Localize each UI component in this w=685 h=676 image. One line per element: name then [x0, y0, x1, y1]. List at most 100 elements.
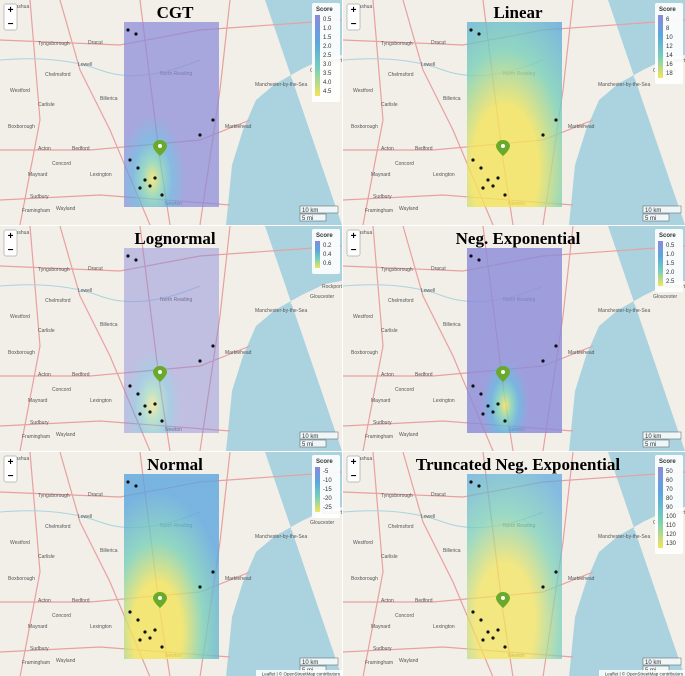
heatmap — [124, 474, 219, 659]
place-label: Tyngsborough — [381, 41, 413, 47]
site-point — [134, 32, 138, 36]
place-label: Westford — [353, 314, 373, 320]
place-label: Sudbury — [373, 420, 392, 426]
legend-label: 3.0 — [323, 62, 332, 68]
zoom-in[interactable]: + — [351, 5, 357, 16]
map-panel: Nashua Tyngsborough Dracut Lowell Chelmsford… — [343, 0, 685, 225]
site-point — [153, 628, 157, 632]
place-label: Dracut — [88, 266, 103, 272]
site-point — [503, 419, 507, 423]
site-point — [496, 402, 500, 406]
map-panel: Nashua Tyngsborough Dracut Lowell Chelmsford… — [0, 452, 342, 676]
map-panel: Nashua Tyngsborough Dracut Lowell Chelmsford… — [343, 452, 685, 676]
site-point — [211, 570, 215, 574]
scale-km-label: 10 km — [645, 660, 661, 666]
zoom-in[interactable]: + — [8, 457, 14, 468]
zoom-out[interactable]: − — [8, 245, 14, 256]
site-point — [136, 618, 140, 622]
legend-label: 2.5 — [323, 53, 332, 59]
legend-title: Score — [659, 459, 676, 465]
site-point — [541, 585, 545, 589]
place-label: Billerica — [443, 96, 461, 102]
home-icon — [501, 370, 505, 374]
road — [19, 0, 41, 225]
zoom-in[interactable]: + — [8, 231, 14, 242]
zoom-out[interactable]: − — [351, 19, 357, 30]
place-label: Chelmsford — [388, 298, 414, 304]
place-label: Carlisle — [38, 554, 55, 560]
home-icon — [158, 144, 162, 148]
legend-label: 4.5 — [323, 89, 332, 95]
place-label: Sudbury — [30, 646, 49, 652]
place-label: Nashua — [12, 456, 29, 462]
home-icon — [158, 596, 162, 600]
place-label: Framingham — [22, 434, 50, 440]
place-label: Westford — [353, 540, 373, 546]
scale-mi-label: 5 mi — [645, 216, 656, 222]
place-label: Wayland — [56, 658, 75, 664]
place-label: Carlisle — [381, 328, 398, 334]
scale-km-label: 10 km — [302, 208, 318, 214]
attribution[interactable]: Leaflet | © OpenStreetMap contributors — [605, 671, 684, 676]
place-label: Concord — [395, 613, 414, 619]
attribution[interactable]: Leaflet | © OpenStreetMap contributors — [262, 671, 341, 676]
site-point — [134, 484, 138, 488]
zoom-in[interactable]: + — [351, 231, 357, 242]
zoom-out[interactable]: − — [351, 471, 357, 482]
legend-label: -15 — [323, 487, 332, 493]
home-icon — [501, 144, 505, 148]
legend-label: 3.5 — [323, 71, 332, 77]
site-point — [541, 359, 545, 363]
scale-mi — [642, 213, 670, 222]
place-label: Chelmsford — [45, 72, 71, 78]
site-point — [554, 344, 558, 348]
legend-label: 1.0 — [666, 252, 675, 258]
legend-label: 10 — [666, 35, 673, 41]
zoom-in[interactable]: + — [351, 457, 357, 468]
place-label: Maynard — [28, 398, 48, 404]
legend-label: 0.2 — [323, 243, 332, 249]
site-point — [541, 133, 545, 137]
place-label: Wayland — [399, 432, 418, 438]
site-point — [554, 570, 558, 574]
place-label: Bedford — [415, 598, 433, 604]
place-label: Westford — [10, 88, 30, 94]
place-label: Marblehead — [568, 576, 595, 582]
legend-label: 2.0 — [666, 270, 675, 276]
place-label: Bedford — [415, 146, 433, 152]
legend-label: 4.0 — [323, 80, 332, 86]
site-point — [469, 480, 473, 484]
legend-label: 1.5 — [323, 35, 332, 41]
zoom-out[interactable]: − — [351, 245, 357, 256]
zoom-out[interactable]: − — [8, 19, 14, 30]
place-label: Chelmsford — [45, 524, 71, 530]
legend-label: 0.4 — [323, 252, 332, 258]
heatmap — [467, 248, 562, 433]
place-label: Boxborough — [8, 124, 35, 130]
site-point — [503, 193, 507, 197]
site-point — [126, 254, 130, 258]
panel-title: Normal — [147, 455, 203, 474]
place-label: Concord — [395, 161, 414, 167]
site-point — [138, 638, 142, 642]
scale-km — [299, 205, 339, 214]
scale-km — [299, 431, 339, 440]
scale-km — [642, 657, 682, 666]
place-label: Framingham — [22, 660, 50, 666]
place-label: Tyngsborough — [38, 493, 70, 499]
zoom-control — [346, 455, 361, 483]
site-point — [496, 628, 500, 632]
place-label: Boxborough — [351, 124, 378, 130]
scale-km-label: 10 km — [302, 434, 318, 440]
place-label: Nashua — [355, 4, 372, 10]
site-point — [198, 585, 202, 589]
site-point — [198, 359, 202, 363]
site-point — [479, 618, 483, 622]
zoom-in[interactable]: + — [8, 5, 14, 16]
site-point — [496, 176, 500, 180]
place-label: Wayland — [56, 432, 75, 438]
zoom-out[interactable]: − — [8, 471, 14, 482]
place-label: Dracut — [431, 492, 446, 498]
zoom-control — [3, 3, 18, 31]
legend-label: 130 — [666, 541, 677, 547]
